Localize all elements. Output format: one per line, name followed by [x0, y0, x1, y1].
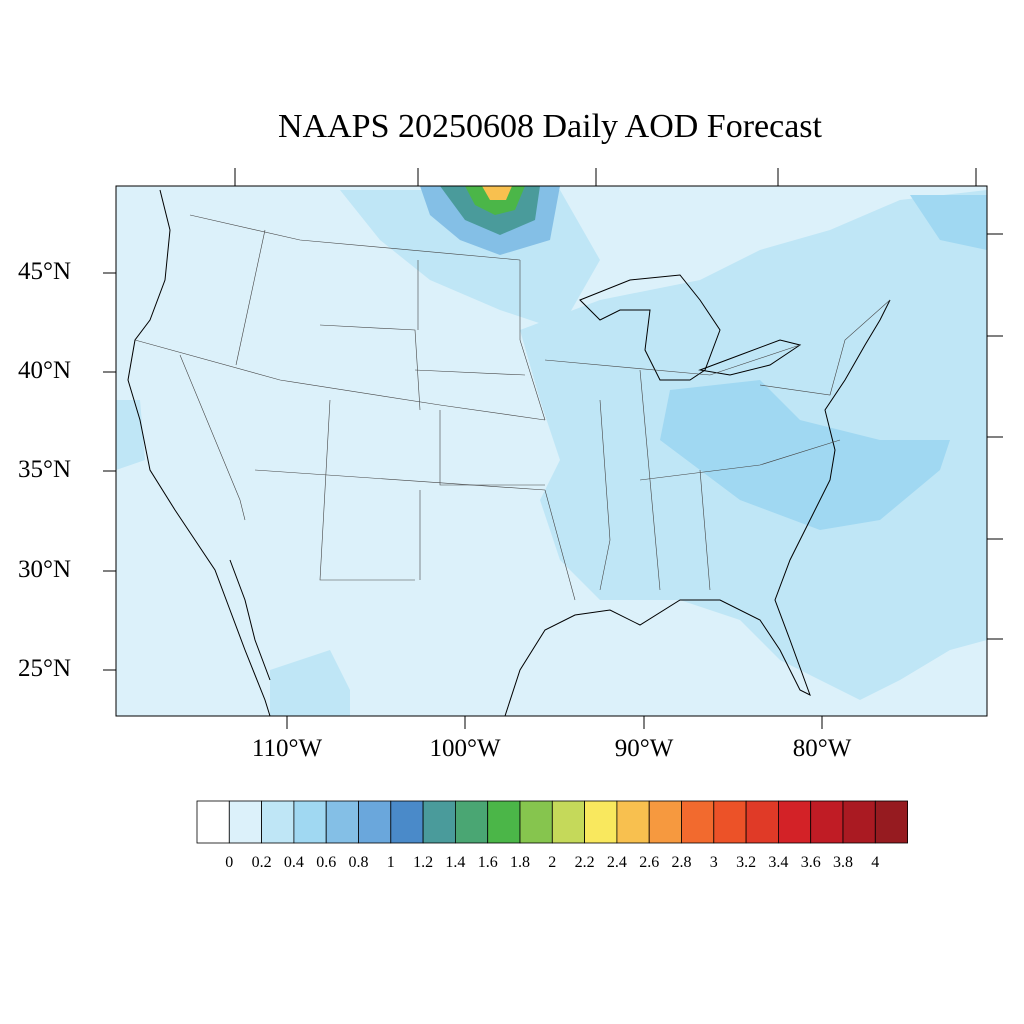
colorbar-tick-label: 0.6 [316, 854, 337, 871]
colorbar-box [584, 800, 618, 844]
aod-region-ne [910, 195, 987, 250]
colorbar-tick-label: 1.4 [445, 854, 466, 871]
lon-label-110: 110°W [251, 735, 323, 762]
lat-label-30: 30°N [18, 556, 72, 583]
colorbar-tick-label: 3.4 [768, 854, 789, 871]
lat-label-35: 35°N [18, 456, 72, 483]
colorbar-box [713, 800, 747, 844]
colorbar-box [681, 800, 715, 844]
colorbar-box [325, 800, 359, 844]
colorbar-box [842, 800, 876, 844]
colorbar-tick-label: 2.2 [574, 854, 595, 871]
colorbar-box [228, 800, 262, 844]
map-title: NAAPS 20250608 Daily AOD Forecast [278, 108, 822, 145]
colorbar-tick-label: 2.6 [639, 854, 660, 871]
aod-region-west-coast [116, 400, 145, 470]
colorbar-tick-label: 2 [548, 854, 557, 871]
aod-region-ohio [660, 380, 950, 530]
colorbar-box [487, 800, 521, 844]
colorbar-tick-label: 0.4 [283, 854, 304, 871]
aod-region-sw [270, 650, 350, 716]
aod-region-smoke-core [465, 186, 525, 215]
colorbar-box [390, 800, 424, 844]
state-borders [134, 214, 891, 601]
colorbar-box [810, 800, 844, 844]
lon-label-90: 90°W [614, 735, 674, 762]
coastlines [127, 189, 891, 716]
colorbar-box [519, 800, 553, 844]
colorbar-box [778, 800, 812, 844]
colorbar-tick-label: 1.2 [413, 854, 434, 871]
colorbar-tick-label: 4 [871, 854, 880, 871]
colorbar-box [745, 800, 779, 844]
colorbar-box [551, 800, 585, 844]
colorbar-tick-label: 0.2 [251, 854, 272, 871]
colorbar-tick-label: 3.8 [833, 854, 853, 871]
colorbar-tick-label: 1.6 [477, 854, 498, 871]
baja-line [229, 559, 271, 681]
lon-label-80: 80°W [792, 735, 852, 762]
colorbar-tick-label: 0.8 [348, 854, 369, 871]
colorbar-tick-label: 3 [709, 854, 718, 871]
aod-region-smoke-peak [482, 186, 512, 200]
lat-label-40: 40°N [18, 357, 72, 384]
colorbar-tick-label: 3.6 [800, 854, 821, 871]
colorbar-tick-label: 0 [225, 854, 234, 871]
colorbar [196, 800, 908, 844]
colorbar-box [616, 800, 650, 844]
colorbar-box [196, 800, 230, 844]
colorbar-box [261, 800, 295, 844]
colorbar-tick-label: 2.8 [671, 854, 692, 871]
lat-label-25: 25°N [18, 655, 72, 682]
map-frame [115, 185, 988, 717]
colorbar-tick-label: 1.8 [510, 854, 530, 871]
colorbar-box [874, 800, 908, 844]
great-lakes-line [579, 274, 721, 381]
colorbar-box [358, 800, 392, 844]
colorbar-tick-label: 3.2 [736, 854, 757, 871]
colorbar-box [293, 800, 327, 844]
lat-label-45: 45°N [18, 258, 72, 285]
west-coast-line [127, 189, 271, 716]
colorbar-box [454, 800, 489, 844]
colorbar-tick-label: 1 [386, 854, 395, 871]
colorbar-tick-label: 2.4 [606, 854, 627, 871]
lon-label-100: 100°W [429, 735, 501, 762]
colorbar-box [422, 800, 456, 844]
colorbar-box [648, 800, 682, 844]
tick-marks [103, 168, 1003, 729]
gulf-coast-line [504, 299, 891, 716]
